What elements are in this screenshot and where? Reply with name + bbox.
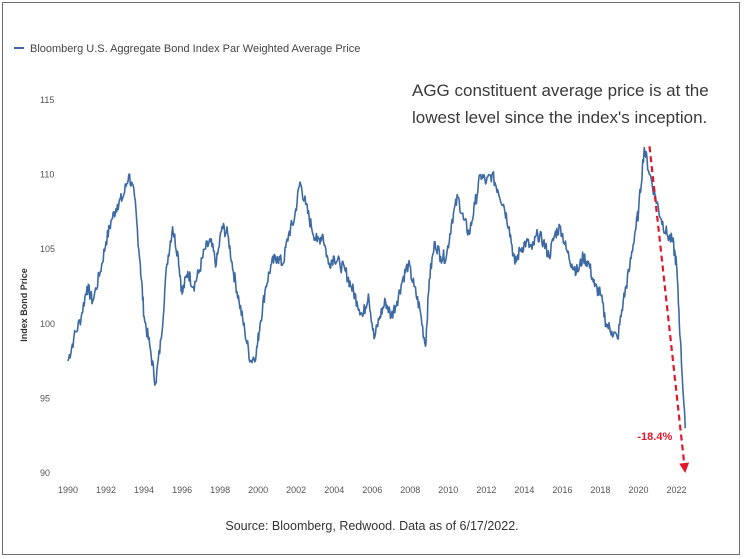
y-tick-label: 90 bbox=[40, 468, 50, 478]
x-tick-label: 2010 bbox=[438, 485, 458, 495]
x-tick-label: 1994 bbox=[134, 485, 154, 495]
series-line bbox=[67, 146, 686, 429]
x-tick-label: 2014 bbox=[514, 485, 534, 495]
x-tick-label: 2004 bbox=[324, 485, 344, 495]
x-tick-label: 2002 bbox=[286, 485, 306, 495]
x-tick-label: 1996 bbox=[172, 485, 192, 495]
note-line-2: lowest level since the index's inception… bbox=[412, 108, 707, 127]
source-note: Source: Bloomberg, Redwood. Data as of 6… bbox=[225, 519, 518, 533]
x-tick-label: 2000 bbox=[248, 485, 268, 495]
y-tick-label: 105 bbox=[40, 244, 55, 254]
x-tick-label: 1992 bbox=[96, 485, 116, 495]
change-label: -18.4% bbox=[637, 431, 672, 443]
x-tick-label: 2012 bbox=[476, 485, 496, 495]
y-axis-ticks: 90 95 100 105 110 115 bbox=[40, 95, 55, 478]
change-arrow bbox=[648, 146, 686, 464]
x-tick-label: 1990 bbox=[58, 485, 78, 495]
change-arrowhead bbox=[679, 462, 690, 473]
y-axis-label: Index Bond Price bbox=[19, 268, 29, 342]
x-axis-ticks: 1990 1992 1994 1996 1998 2000 2002 2004 2006 2008… bbox=[58, 485, 687, 495]
x-tick-label: 2020 bbox=[628, 485, 648, 495]
y-tick-label: 115 bbox=[40, 95, 54, 105]
x-tick-label: 1998 bbox=[210, 485, 230, 495]
y-tick-label: 110 bbox=[40, 170, 54, 180]
legend-label: Bloomberg U.S. Aggregate Bond Index Par … bbox=[30, 43, 360, 55]
x-tick-label: 2016 bbox=[552, 485, 572, 495]
note-line-1: AGG constituent average price is at the bbox=[412, 81, 709, 100]
x-tick-label: 2008 bbox=[400, 485, 420, 495]
x-tick-label: 2018 bbox=[590, 485, 610, 495]
x-tick-label: 2022 bbox=[666, 485, 686, 495]
y-tick-label: 100 bbox=[40, 319, 55, 329]
x-tick-label: 2006 bbox=[362, 485, 382, 495]
y-tick-label: 95 bbox=[40, 393, 50, 403]
